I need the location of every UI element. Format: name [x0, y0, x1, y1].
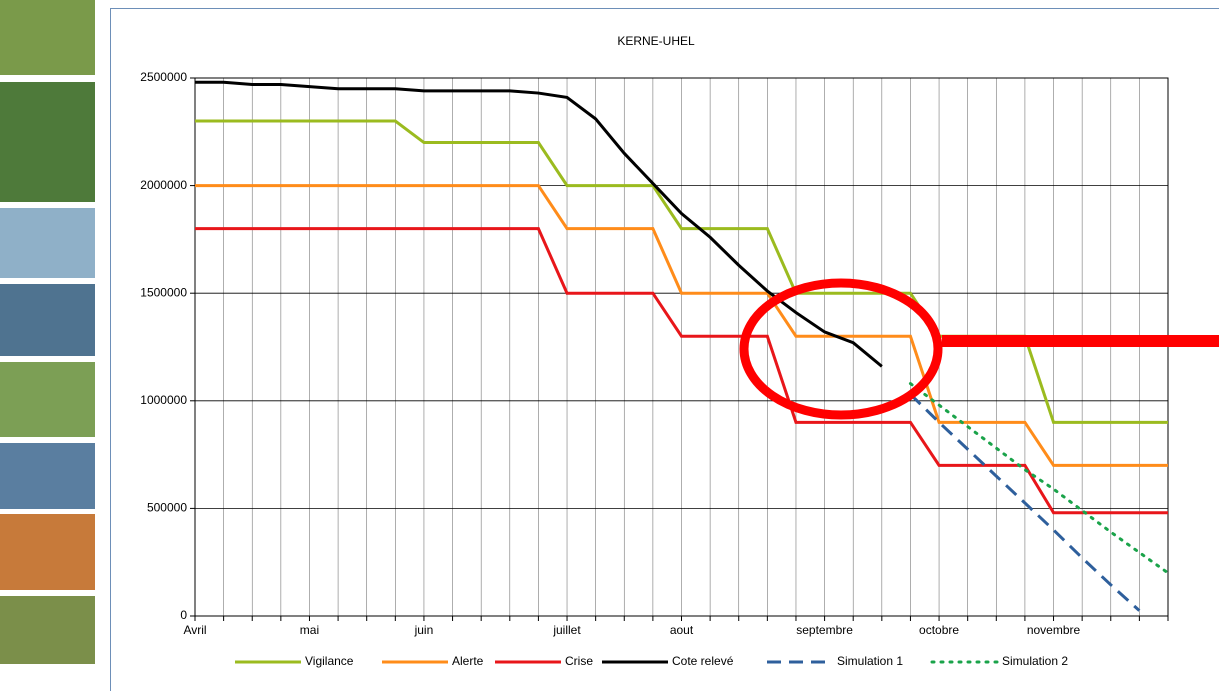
legend: Vigilance Alerte Crise Cote relevé Simulatio… — [235, 654, 1068, 668]
x-tick-label: aout — [670, 623, 694, 637]
legend-label: Vigilance — [305, 654, 354, 668]
x-tick-label: juillet — [552, 623, 581, 637]
photo — [0, 443, 95, 509]
legend-label: Cote relevé — [672, 654, 734, 668]
x-tick-label: octobre — [919, 623, 959, 637]
chart-frame — [111, 9, 1219, 692]
photo — [0, 514, 95, 590]
photo — [0, 596, 95, 664]
chart-title: KERNE-UHEL — [617, 34, 695, 48]
legend-label: Alerte — [452, 654, 484, 668]
plot-area: Avril mai juin juillet aout septembre octobre n… — [140, 70, 1168, 637]
photo — [0, 208, 95, 278]
highlight-arrow — [942, 335, 1219, 347]
series-line — [910, 384, 1168, 573]
legend-label: Crise — [565, 654, 593, 668]
x-tick-label: Avril — [183, 623, 206, 637]
x-tick-label: novembre — [1027, 623, 1081, 637]
legend-label: Simulation 1 — [837, 654, 903, 668]
photo — [0, 362, 95, 437]
photo — [0, 284, 95, 356]
x-tick-label: septembre — [796, 623, 853, 637]
y-tick-label: 2500000 — [140, 70, 187, 84]
y-tick-label: 1500000 — [140, 285, 187, 299]
x-tick-label: juin — [414, 623, 434, 637]
y-tick-label: 0 — [180, 608, 187, 622]
photo — [0, 0, 95, 75]
y-tick-label: 2000000 — [140, 178, 187, 192]
legend-label: Simulation 2 — [1002, 654, 1068, 668]
y-tick-label: 1000000 — [140, 393, 187, 407]
photo-strip — [0, 0, 95, 664]
photo — [0, 82, 95, 202]
x-tick-label: mai — [300, 623, 319, 637]
y-tick-label: 500000 — [147, 501, 187, 515]
